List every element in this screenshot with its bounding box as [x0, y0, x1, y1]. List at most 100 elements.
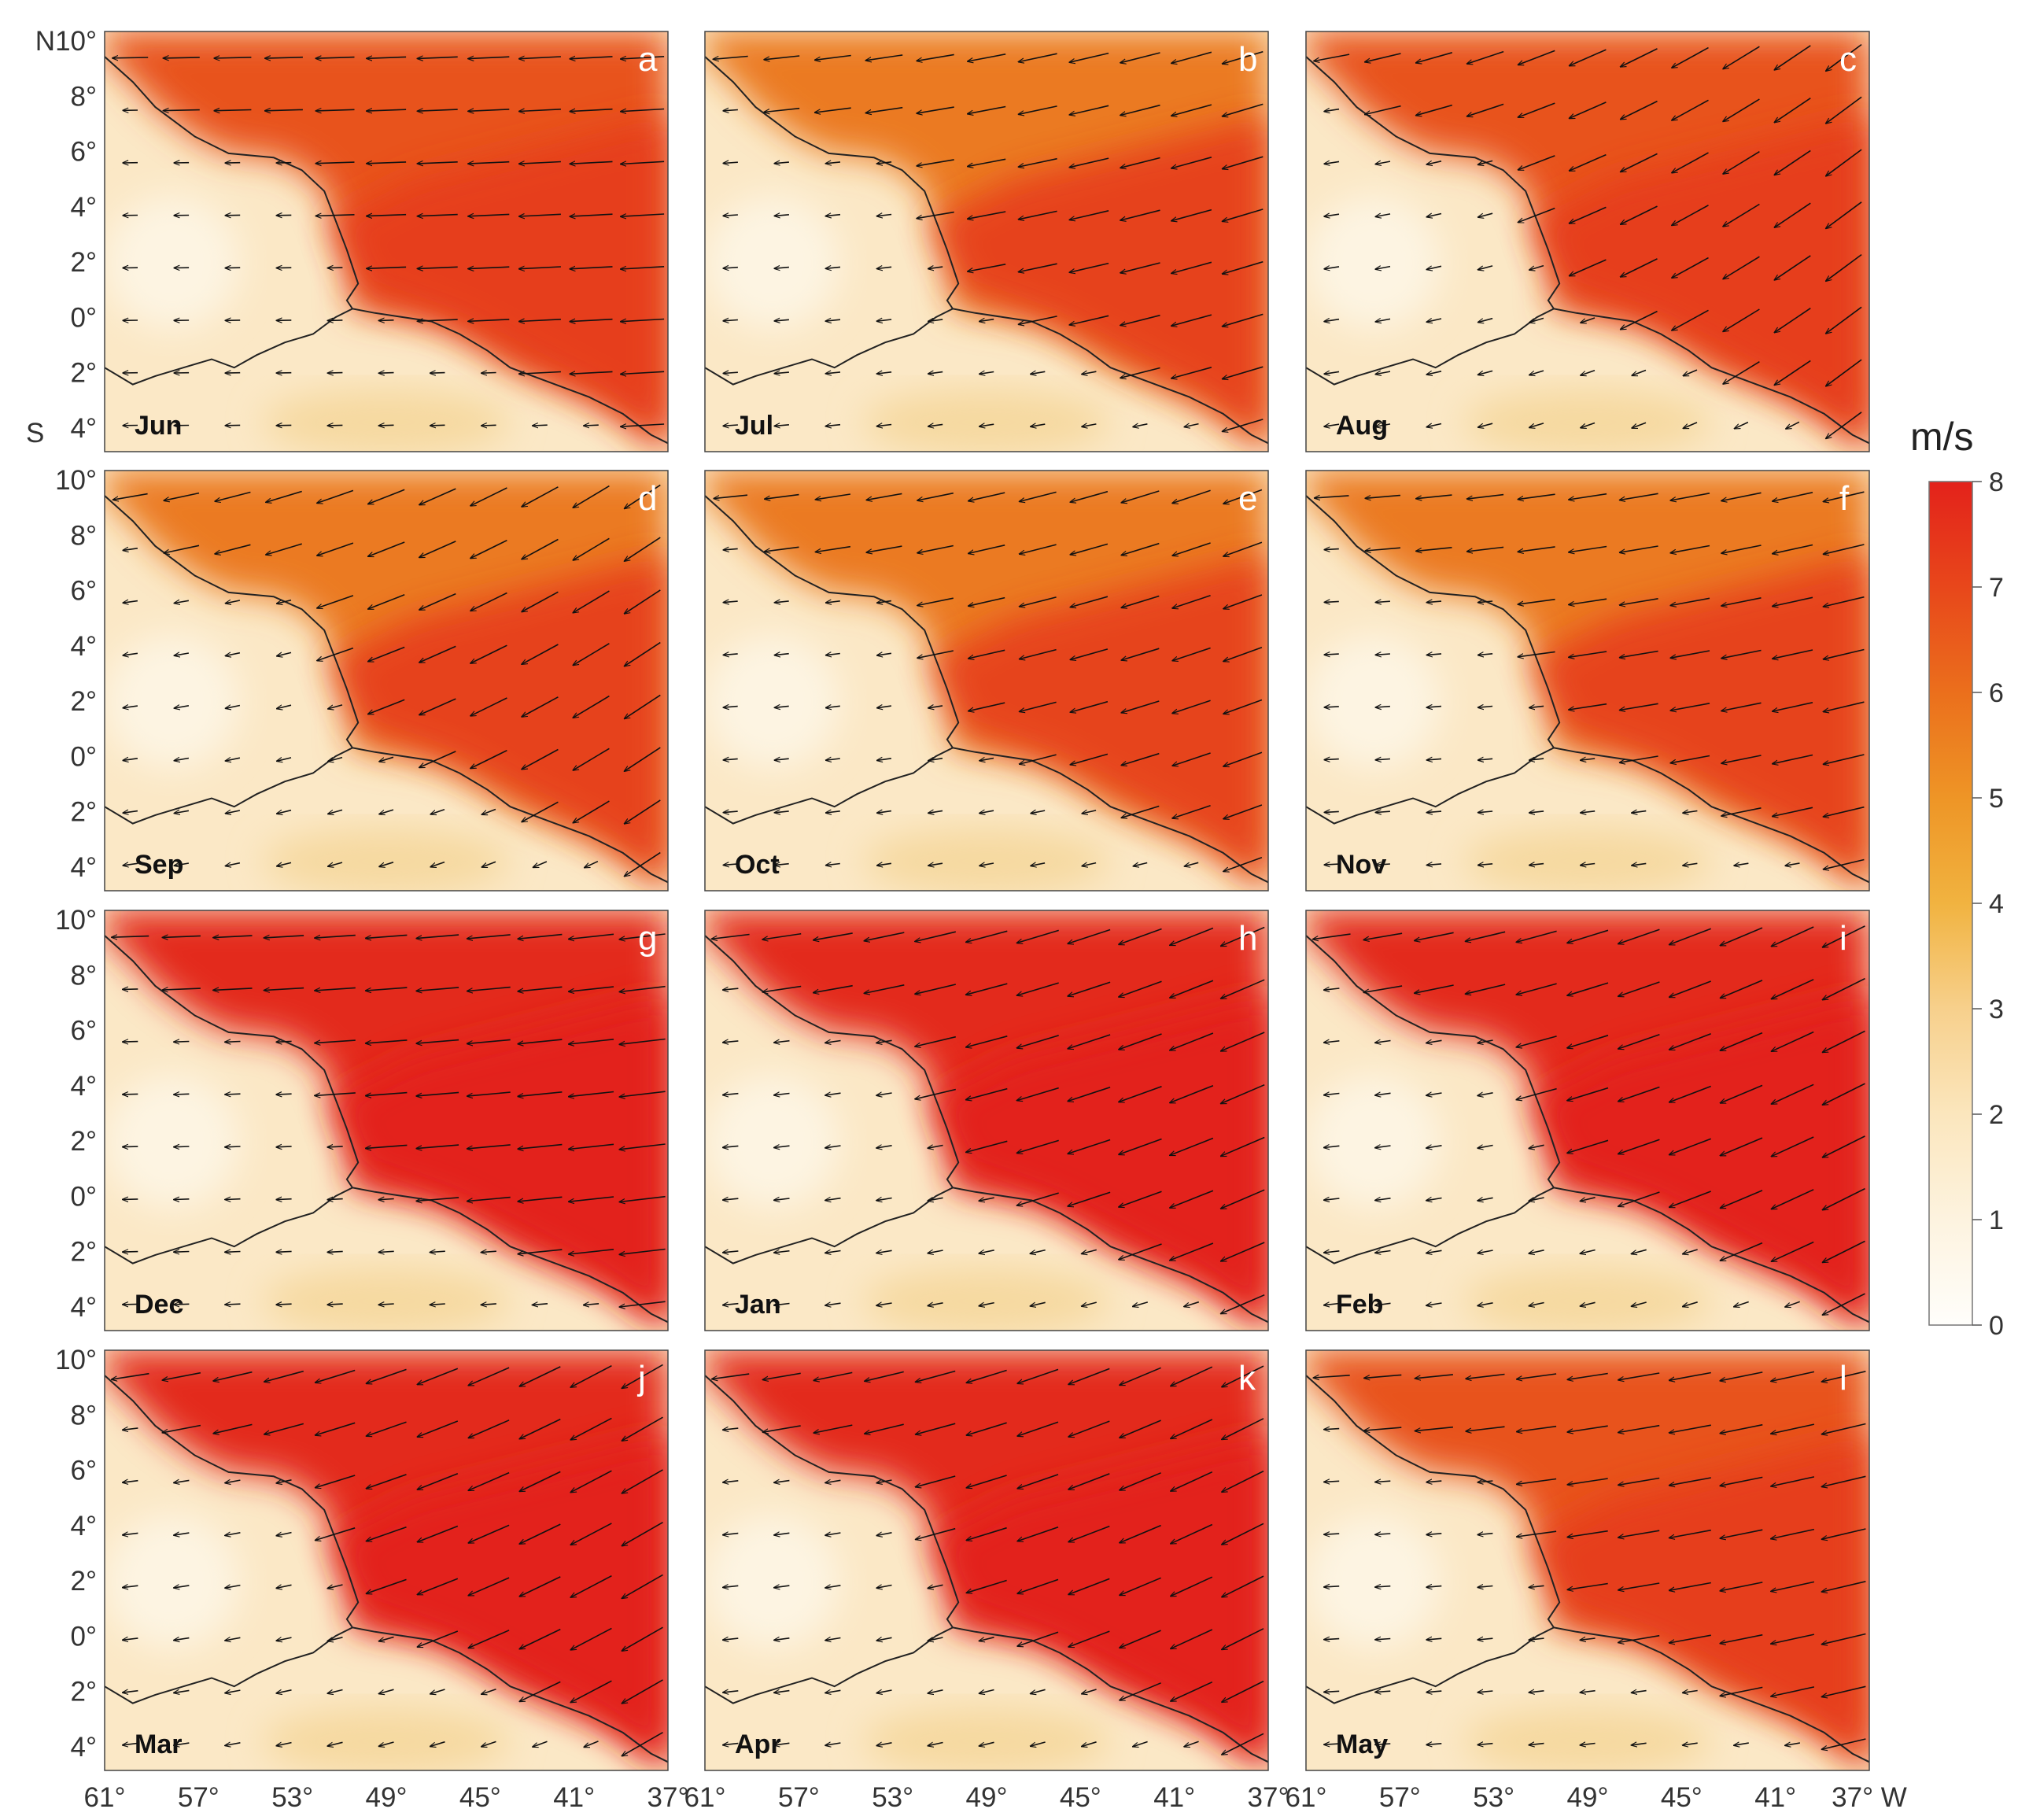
wind-arrow — [1171, 1681, 1213, 1701]
wind-arrow — [315, 987, 356, 991]
land-patch — [105, 1514, 240, 1649]
wind-arrow — [723, 654, 738, 655]
wind-arrow — [1618, 928, 1660, 943]
wind-arrow — [1426, 1093, 1442, 1095]
wind-arrow — [1019, 316, 1057, 324]
wind-arrow — [723, 1041, 739, 1043]
month-label: Apr — [735, 1730, 781, 1759]
wind-arrow — [378, 1199, 394, 1200]
wind-arrow — [968, 158, 1006, 166]
wind-arrow — [367, 1421, 407, 1436]
panel-field — [705, 471, 1268, 891]
wind-arrow — [481, 1304, 496, 1305]
land-patch — [262, 827, 511, 891]
wind-arrow — [123, 1638, 138, 1640]
land-patch — [1463, 1707, 1712, 1770]
wind-arrow — [1785, 1743, 1801, 1745]
wind-arrow — [1365, 494, 1401, 499]
wind-arrow — [1172, 752, 1211, 766]
wind-arrow — [774, 1198, 790, 1200]
wind-arrow — [573, 537, 610, 560]
wind-arrow — [1416, 547, 1452, 552]
panel-frame — [704, 910, 1269, 1331]
wind-arrow — [481, 1688, 496, 1694]
wind-arrow — [519, 1418, 561, 1439]
wind-arrow — [1620, 493, 1658, 500]
wind-arrow — [1772, 1031, 1814, 1052]
wind-arrow — [569, 986, 614, 991]
wind-arrow — [467, 1039, 511, 1043]
wind-arrow — [1415, 1374, 1453, 1379]
wind-arrow — [1223, 366, 1264, 378]
wind-arrow — [266, 543, 302, 555]
wind-arrow — [1477, 1691, 1493, 1693]
lon-tick-label: 49° — [366, 1782, 408, 1813]
month-label: Mar — [135, 1730, 182, 1759]
wind-arrow — [621, 109, 665, 112]
month-label: Jul — [735, 411, 773, 441]
lon-tick-label: 37° — [1248, 1782, 1289, 1813]
wind-vectors — [712, 1365, 1264, 1755]
map-panel-g: g Dec 10° 8° 6° 4° 2° 0° 2° 4° — [55, 905, 669, 1331]
wind-arrow — [1669, 1138, 1711, 1154]
wind-arrow — [774, 1251, 790, 1253]
wind-arrow — [1069, 315, 1109, 325]
wind-arrow — [1120, 1367, 1161, 1385]
wind-arrow — [1670, 545, 1710, 553]
wind-arrow — [877, 319, 892, 321]
wind-arrow — [1618, 1372, 1660, 1380]
wind-arrow — [816, 545, 851, 552]
wind-arrow — [1375, 424, 1391, 427]
wind-core — [1531, 1434, 1869, 1770]
wind-arrow — [1120, 1630, 1161, 1648]
wind-core — [930, 994, 1268, 1331]
wind-arrow — [1119, 1191, 1162, 1207]
wind-arrow — [1720, 1582, 1763, 1591]
wind-core — [1531, 994, 1869, 1331]
wind-arrow — [123, 1586, 138, 1587]
wind-arrow — [774, 1586, 790, 1588]
wind-arrow — [522, 486, 559, 507]
wind-arrow — [1324, 1481, 1340, 1482]
wind-arrow — [1824, 648, 1865, 659]
wind-arrow — [1070, 596, 1109, 607]
wind-arrow — [1070, 700, 1109, 712]
wind-arrow — [877, 601, 892, 604]
wind-arrow — [570, 1627, 612, 1649]
map-panel-i: i Feb — [1305, 910, 1870, 1331]
wind-arrow — [1120, 1419, 1161, 1438]
wind-arrow — [774, 1638, 790, 1641]
wind-arrow — [368, 699, 405, 714]
wind-arrow — [328, 809, 343, 814]
wind-arrow — [1477, 1040, 1493, 1043]
wind-arrow — [1222, 1733, 1264, 1755]
wind-arrow — [1427, 654, 1442, 655]
wind-arrow — [430, 1304, 445, 1305]
wind-arrow — [1822, 1685, 1866, 1696]
wind-arrow — [1466, 1426, 1505, 1431]
wind-arrow — [1121, 542, 1160, 556]
wind-arrow — [519, 109, 561, 112]
wind-arrow — [174, 759, 190, 761]
wind-arrow — [1068, 1473, 1110, 1490]
wind-arrow — [1375, 1586, 1391, 1587]
wind-arrow — [1426, 1303, 1442, 1305]
wind-arrow — [1324, 319, 1340, 322]
wind-arrow — [864, 932, 905, 941]
wind-vectors — [1313, 925, 1865, 1315]
wind-arrow — [1529, 811, 1544, 813]
lat-tick-label: 2° — [71, 686, 97, 717]
wind-arrow — [1669, 1191, 1711, 1207]
wind-arrow — [1172, 805, 1211, 818]
wind-arrow — [1723, 308, 1760, 331]
wind-arrow — [1771, 1476, 1815, 1486]
wind-arrow — [928, 1585, 943, 1588]
wind-arrow — [1529, 423, 1544, 428]
map-panel-l: l May 61° 57° 53° 49° 45° 41° 37° W — [1286, 1349, 1907, 1813]
wind-arrow — [215, 544, 251, 554]
wind-arrow — [1786, 421, 1800, 429]
wind-arrow — [877, 653, 892, 655]
wind-arrow — [1774, 308, 1811, 333]
wind-arrow — [1723, 151, 1760, 174]
wind-arrow — [1580, 1744, 1596, 1745]
